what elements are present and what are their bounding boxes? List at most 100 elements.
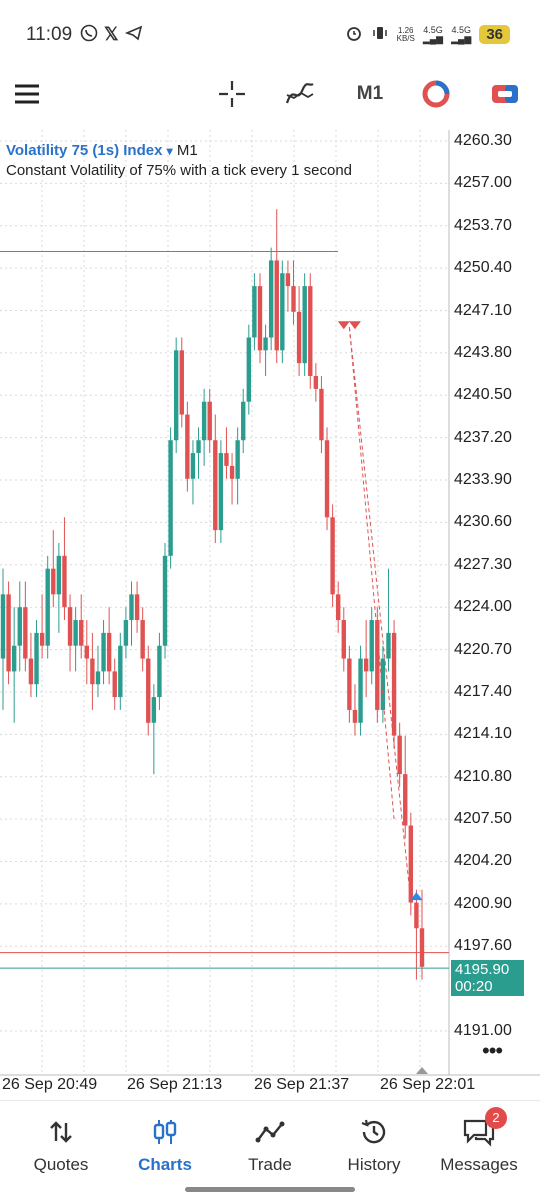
candle-body	[358, 658, 363, 723]
candle-body	[257, 286, 263, 351]
price-tick-label: 4260.30	[454, 132, 512, 149]
price-tick-label: 4237.20	[454, 428, 512, 446]
nav-charts[interactable]: Charts	[115, 1115, 215, 1175]
candle-body	[190, 453, 196, 479]
alarm-icon	[345, 24, 363, 45]
net-speed-unit: KB/S	[396, 33, 415, 43]
indicators-icon[interactable]	[282, 76, 318, 112]
price-tick-label: 4230.60	[454, 513, 512, 531]
price-tick-label: 4233.90	[454, 471, 512, 489]
candle-body	[336, 594, 341, 621]
candle-body	[252, 286, 257, 338]
candle-body	[274, 260, 279, 351]
candle-body	[106, 632, 112, 672]
nav-history[interactable]: History	[324, 1115, 424, 1175]
sell-marker-icon	[337, 321, 350, 330]
price-tick-label: 4243.80	[454, 343, 512, 361]
quotes-arrows-icon	[11, 1115, 111, 1149]
candle-body	[308, 286, 313, 377]
sell-marker-icon	[348, 321, 361, 330]
status-bar: 11:09 𝕏 1.26 KB/S 4.5G ▂▄▆ 4.5G ▂▄▆ 36	[0, 0, 540, 70]
crosshair-icon[interactable]	[214, 76, 250, 112]
current-price-box: 4195.90 00:20	[451, 960, 524, 996]
candle-body	[341, 620, 346, 659]
candle-body	[419, 928, 425, 967]
candle-body	[73, 620, 78, 646]
time-tick-label: 26 Sep 20:49	[2, 1076, 98, 1093]
price-tick-label: 4214.10	[454, 725, 512, 743]
candle-body	[391, 632, 397, 736]
candle-body	[123, 620, 129, 646]
current-price: 4195.90	[455, 961, 510, 978]
candle-body	[51, 568, 56, 595]
candle-body	[263, 337, 268, 351]
symbol-name[interactable]: Volatility 75 (1s) Index	[6, 142, 163, 159]
signal-1-label: 4.5G	[423, 24, 443, 35]
candle-body	[218, 453, 224, 531]
signal-2: 4.5G ▂▄▆	[451, 24, 472, 44]
bottom-navigation: Quotes Charts Trade History 2 Messages	[0, 1100, 540, 1200]
bar-countdown: 00:20	[455, 978, 493, 995]
candle-body	[347, 658, 352, 710]
hamburger-menu-icon[interactable]	[10, 76, 44, 112]
candle-body	[17, 607, 22, 646]
candle-body	[39, 632, 45, 646]
candle-body	[185, 414, 190, 479]
candle-body	[95, 671, 101, 685]
x-icon: 𝕏	[104, 24, 119, 44]
candle-body	[129, 594, 134, 621]
candle-body	[363, 658, 369, 672]
nav-trade[interactable]: Trade	[220, 1115, 320, 1175]
candle-body	[319, 388, 324, 441]
nav-messages[interactable]: 2 Messages	[429, 1107, 529, 1175]
candle-body	[84, 645, 89, 659]
trade-panel-icon[interactable]	[487, 76, 523, 112]
close-marker-icon	[410, 892, 423, 901]
net-speed-value: 1.26	[397, 25, 414, 35]
history-clock-icon	[324, 1115, 424, 1149]
notification-icons: 𝕏	[80, 24, 143, 47]
price-tick-label: 4220.70	[454, 640, 512, 658]
candle-body	[313, 376, 319, 389]
symbol-header[interactable]: Volatility 75 (1s) Index ▾ M1	[6, 142, 198, 159]
chart-shift-icon	[416, 1067, 428, 1074]
chart-canvas[interactable]	[0, 130, 540, 1100]
price-tick-label: 4200.90	[454, 894, 512, 912]
symbol-dropdown-icon[interactable]: ▾	[166, 144, 173, 158]
candle-body	[101, 632, 106, 672]
nav-charts-label: Charts	[138, 1155, 192, 1174]
net-speed: 1.26 KB/S	[396, 25, 415, 43]
candle-body	[291, 286, 296, 312]
price-tick-label: 4197.60	[454, 937, 512, 955]
signal-2-label: 4.5G	[451, 24, 471, 35]
chart-objects-icon[interactable]	[418, 76, 454, 112]
candle-body	[330, 517, 335, 595]
candle-body	[28, 658, 34, 685]
candle-body	[162, 555, 168, 646]
price-tick-label: 4210.80	[454, 767, 512, 785]
price-tick-label: 4191.00	[454, 1022, 512, 1039]
price-tick-label: 4250.40	[454, 259, 512, 277]
candle-body	[11, 645, 17, 672]
candle-body	[0, 594, 6, 659]
candle-body	[207, 401, 212, 441]
candle-body	[23, 607, 28, 659]
candle-body	[375, 620, 380, 710]
candle-body	[246, 337, 252, 402]
candle-body	[324, 440, 330, 518]
candle-body	[157, 645, 162, 698]
candle-body	[201, 401, 207, 441]
messages-badge: 2	[485, 1107, 507, 1129]
nav-quotes[interactable]: Quotes	[11, 1115, 111, 1175]
price-tick-label: 4257.00	[454, 174, 512, 192]
candle-body	[146, 658, 151, 723]
price-chart[interactable]: Volatility 75 (1s) Index ▾ M1 Constant V…	[0, 130, 540, 1100]
timeframe-button[interactable]: M1	[356, 83, 384, 104]
price-tick-label: 4224.00	[454, 598, 512, 616]
candle-body	[62, 555, 67, 608]
time-tick-label: 26 Sep 22:01	[380, 1076, 476, 1093]
price-tick-label: 4247.10	[454, 301, 512, 319]
candle-body	[369, 620, 374, 672]
more-options-icon[interactable]: •••	[482, 1038, 503, 1063]
candle-body	[168, 440, 173, 556]
